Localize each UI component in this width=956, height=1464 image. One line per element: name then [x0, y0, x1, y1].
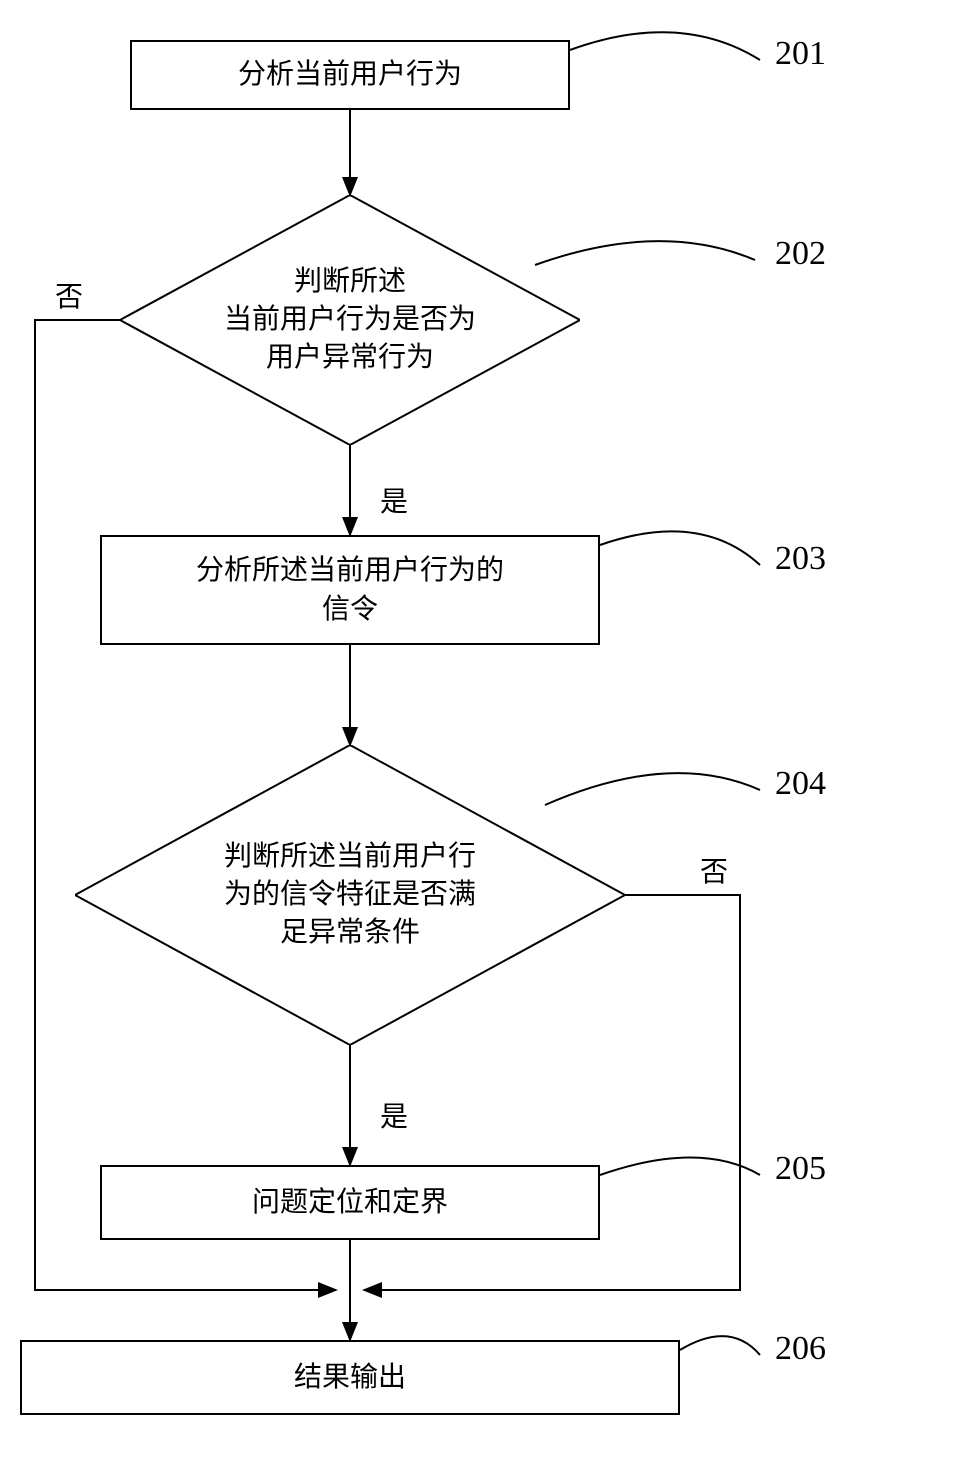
node-206-text: 结果输出 [294, 1358, 406, 1397]
node-201: 分析当前用户行为 [130, 40, 570, 110]
step-label-201: 201 [775, 35, 826, 73]
step-label-203: 203 [775, 540, 826, 578]
flowchart-container: 分析当前用户行为 201 判断所述当前用户行为是否为用户异常行为 202 分析所… [0, 0, 956, 1464]
node-205: 问题定位和定界 [100, 1165, 600, 1240]
edge-label-202-yes: 是 [380, 480, 408, 520]
edge-label-204-no: 否 [700, 850, 728, 890]
node-204-text: 判断所述当前用户行为的信令特征是否满足异常条件 [224, 838, 476, 951]
step-label-205: 205 [775, 1150, 826, 1188]
node-203-text: 分析所述当前用户行为的信令 [196, 551, 504, 629]
node-203: 分析所述当前用户行为的信令 [100, 535, 600, 645]
step-label-206: 206 [775, 1330, 826, 1368]
node-205-text: 问题定位和定界 [252, 1183, 448, 1222]
node-206: 结果输出 [20, 1340, 680, 1415]
step-label-202: 202 [775, 235, 826, 273]
edge-label-204-yes: 是 [380, 1095, 408, 1135]
node-202: 判断所述当前用户行为是否为用户异常行为 [120, 195, 580, 445]
node-201-text: 分析当前用户行为 [238, 55, 462, 94]
node-204: 判断所述当前用户行为的信令特征是否满足异常条件 [75, 745, 625, 1045]
step-label-204: 204 [775, 765, 826, 803]
edge-label-202-no: 否 [55, 275, 83, 315]
node-202-text: 判断所述当前用户行为是否为用户异常行为 [224, 263, 476, 376]
